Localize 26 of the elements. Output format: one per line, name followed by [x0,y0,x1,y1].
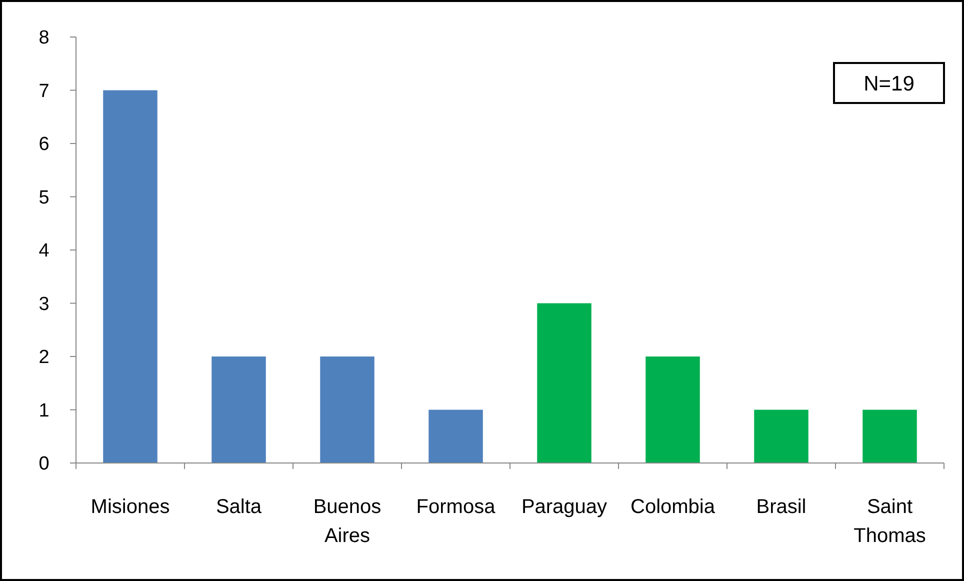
y-tick-label: 1 [38,400,50,422]
x-tick-label: Colombia [630,496,716,518]
bar [646,356,700,463]
y-tick-label: 3 [38,294,50,315]
x-tick-label: Paraguay [521,496,608,518]
y-tick-label: 8 [38,28,50,49]
x-tick-label: Brasil [756,496,806,518]
x-tick-label: Formosa [416,496,496,518]
bar [212,356,266,463]
x-tick-label: Saint Thomas [854,496,926,547]
bar [754,410,808,463]
bar [862,410,917,463]
bar [103,90,158,463]
y-tick-label: 2 [38,347,50,368]
y-tick-label: 5 [38,187,50,208]
y-tick-label: 4 [38,240,50,262]
x-tick-label: Buenos Aires [313,496,382,547]
bar [428,410,483,463]
y-tick-label: 0 [38,454,50,475]
x-tick-label: Salta [216,496,262,518]
annotation: N=19 [864,72,914,96]
x-tick-label: Misiones [90,496,170,518]
bar [537,303,592,463]
bar [320,356,374,463]
y-tick-label: 7 [38,80,50,102]
y-tick-label: 6 [38,134,50,156]
